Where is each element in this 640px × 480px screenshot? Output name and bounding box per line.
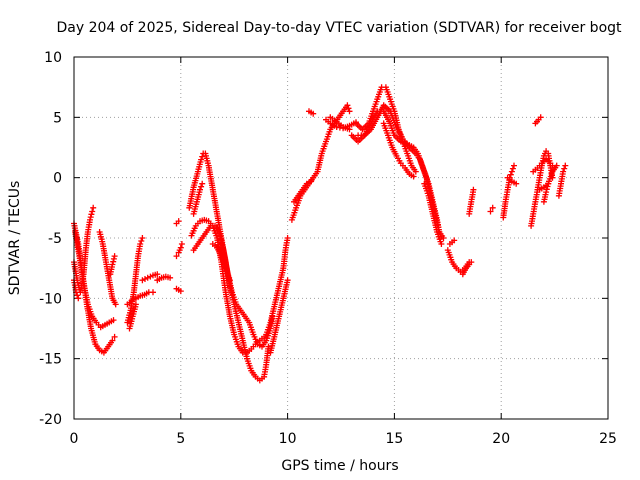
data-point [489,204,496,211]
data-point [87,216,93,223]
data-point [562,162,569,169]
data-point [284,277,291,284]
data-point [509,165,516,172]
data-point [412,168,419,175]
data-point [89,208,96,215]
data-point [109,337,116,344]
data-point [138,238,145,244]
data-point [175,218,182,225]
data-point [154,271,161,278]
data-point [142,276,148,282]
y-tick-labels: -20 -15 -10 -5 0 5 10 [39,50,62,428]
x-tick-label: 10 [279,431,297,447]
data-point [111,333,118,340]
data-point [537,114,544,121]
y-tick-label: -15 [39,352,62,368]
data-point [508,168,515,175]
chart-title: Day 204 of 2025, Sidereal Day-to-day VTE… [56,20,622,36]
data-point [345,105,352,112]
data-point [132,301,139,308]
data-point [560,168,567,175]
data-point [543,189,550,196]
y-tick-label: -10 [39,291,62,307]
y-tick-label: 10 [44,50,62,66]
data-point [198,156,205,163]
data-point [87,214,94,221]
data-point [553,162,560,169]
data-point [308,178,315,185]
data-point [178,241,185,247]
data-point [544,183,551,190]
data-point [137,241,144,247]
data-point [507,171,514,178]
data-point [470,186,477,193]
x-tick-labels: 0 5 10 15 20 25 [70,431,617,447]
data-point [487,208,494,215]
y-tick-label: 5 [53,110,62,126]
data-point [139,235,146,241]
plot-frame [73,56,609,420]
data-point [468,259,475,266]
data-point [177,288,184,295]
data-point [177,244,184,251]
data-point [545,180,552,187]
data-point [111,253,118,260]
x-tick-label: 15 [385,431,403,447]
data-point [167,274,174,281]
data-point [90,204,97,211]
x-tick-label: 25 [599,431,617,447]
y-axis-label: SDTVAR / TECUs [7,181,23,296]
data-point [74,292,81,299]
data-point [451,237,458,244]
data-point [110,258,117,265]
data-point [110,255,117,262]
x-tick-label: 5 [176,431,185,447]
data-point [109,261,116,268]
data-point [150,289,156,296]
x-tick-label: 20 [492,431,510,447]
data-point [346,108,353,115]
data-point [438,241,445,247]
data-point [198,183,205,190]
data-point [199,180,206,187]
data-point [561,165,568,172]
data-point [513,180,520,187]
x-tick-label: 0 [70,431,79,447]
x-axis-label: GPS time / hours [281,458,398,474]
data-point [75,295,82,302]
data-point [310,110,317,117]
data-point [110,317,117,324]
data-point [346,126,353,133]
data-point [199,153,206,160]
y-tick-label: -20 [39,412,62,428]
data-point [410,173,417,180]
data-point [112,301,119,308]
data-point [226,277,233,284]
data-point [344,102,351,109]
data-point [284,235,291,241]
data-point [265,343,272,350]
data-point [511,162,517,169]
data-point [88,211,95,218]
data-point [173,253,180,260]
data-points [71,84,569,384]
y-tick-label: 0 [53,171,62,187]
data-point [543,186,550,193]
data-point [197,186,203,193]
y-tick-label: -5 [48,231,62,247]
data-point [440,235,447,241]
data-point [144,274,151,281]
